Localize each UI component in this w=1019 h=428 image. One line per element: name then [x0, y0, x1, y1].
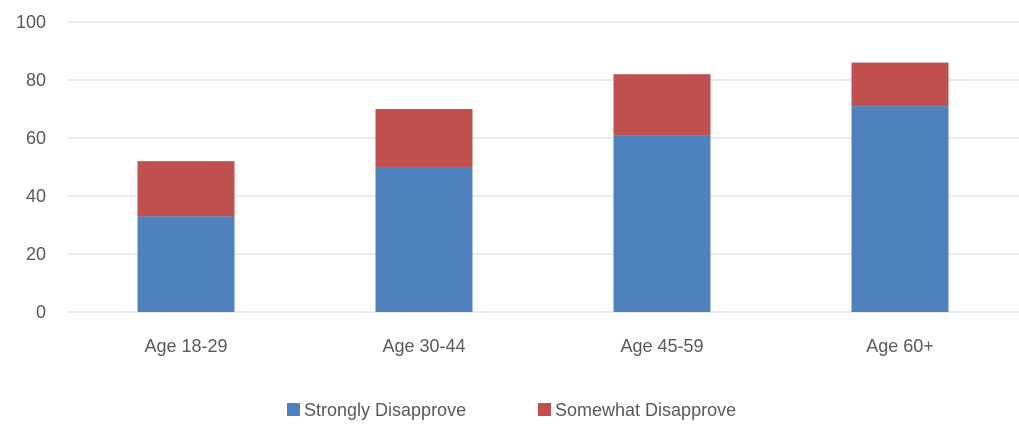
bar-somewhat-disapprove — [375, 109, 473, 167]
legend-swatch — [287, 403, 300, 416]
x-tick-label: Age 18-29 — [144, 336, 227, 356]
x-tick-label: Age 60+ — [866, 336, 934, 356]
bar-somewhat-disapprove — [613, 74, 711, 136]
bars — [137, 62, 949, 312]
x-tick-label: Age 30-44 — [382, 336, 465, 356]
x-axis: Age 18-29 Age 30-44 Age 45-59 Age 60+ — [144, 336, 933, 356]
legend-label: Strongly Disapprove — [304, 400, 466, 420]
bar-strongly-disapprove — [375, 167, 473, 312]
legend-label: Somewhat Disapprove — [555, 400, 736, 420]
y-tick-label: 0 — [36, 302, 46, 322]
y-tick-label: 40 — [26, 186, 46, 206]
bar-strongly-disapprove — [137, 216, 235, 312]
legend: Strongly Disapprove Somewhat Disapprove — [287, 400, 736, 420]
x-tick-label: Age 45-59 — [620, 336, 703, 356]
bar-strongly-disapprove — [613, 135, 711, 312]
legend-swatch — [538, 403, 551, 416]
y-tick-label: 20 — [26, 244, 46, 264]
bar-strongly-disapprove — [851, 106, 949, 312]
y-tick-label: 80 — [26, 70, 46, 90]
bar-somewhat-disapprove — [137, 161, 235, 217]
y-tick-label: 100 — [16, 12, 46, 32]
y-tick-label: 60 — [26, 128, 46, 148]
bar-somewhat-disapprove — [851, 62, 949, 107]
y-axis-tick-labels: 0 20 40 60 80 100 — [16, 12, 46, 322]
